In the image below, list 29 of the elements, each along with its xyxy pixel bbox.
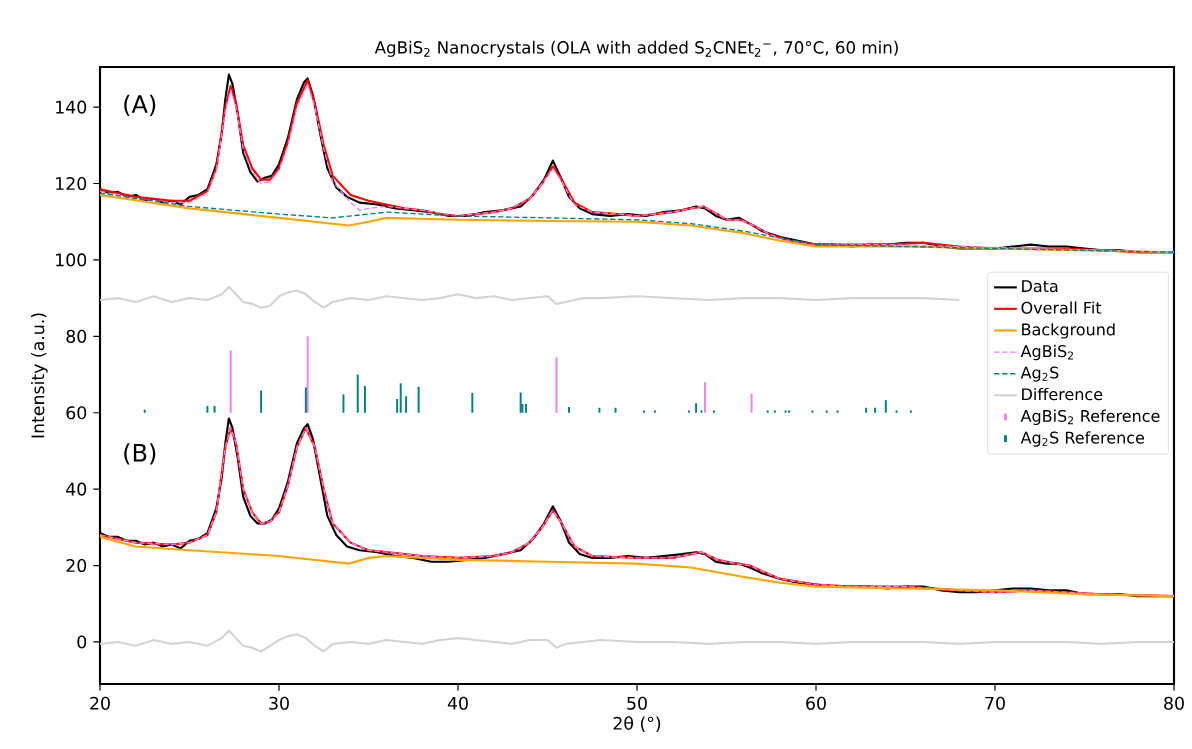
y-tick-label: 140 (56, 100, 87, 114)
x-tick-label: 60 (806, 696, 826, 710)
legend-label: Difference (1022, 387, 1103, 401)
x-tick-label: 80 (1164, 696, 1184, 710)
chart-title: AgBiS$_{2}$ Nanocrystals (OLA with added S$_{2}$CNEt$_{2}$$^{−}$, 70°C, 60 min) (374, 40, 898, 57)
legend-label: Ag$_{2}$S Reference (1020, 431, 1145, 447)
line-series (100, 535, 1174, 598)
y-tick-label: 40 (66, 482, 87, 496)
legend-label: Data (1022, 280, 1058, 293)
legend-label: AgBiS$_{2}$ Reference (1020, 409, 1160, 426)
annotation: (A) (124, 94, 156, 116)
y-axis-title: Intensity (a.u.) (30, 313, 48, 438)
x-tick-label: 70 (985, 696, 1005, 710)
y-tick-label: 100 (56, 253, 87, 267)
legend-label: Background (1022, 323, 1115, 339)
y-tick-label: 80 (66, 329, 87, 343)
legend-label: Overall Fit (1021, 301, 1102, 314)
annotation: (B) (124, 443, 156, 465)
x-axis-title: 2θ (°) (613, 716, 661, 732)
x-tick-label: 20 (90, 696, 110, 710)
y-tick-label: 60 (66, 406, 87, 420)
y-tick-label: 20 (66, 559, 87, 573)
x-tick-label: 30 (269, 696, 289, 710)
legend-label: AgBiS$_{2}$ (1020, 344, 1073, 361)
y-tick-label: 120 (56, 176, 87, 191)
legend-label: Ag$_{2}$S (1020, 366, 1059, 382)
y-tick-label: 0 (77, 635, 87, 649)
x-tick-label: 40 (447, 696, 468, 710)
x-tick-label: 50 (627, 696, 647, 710)
